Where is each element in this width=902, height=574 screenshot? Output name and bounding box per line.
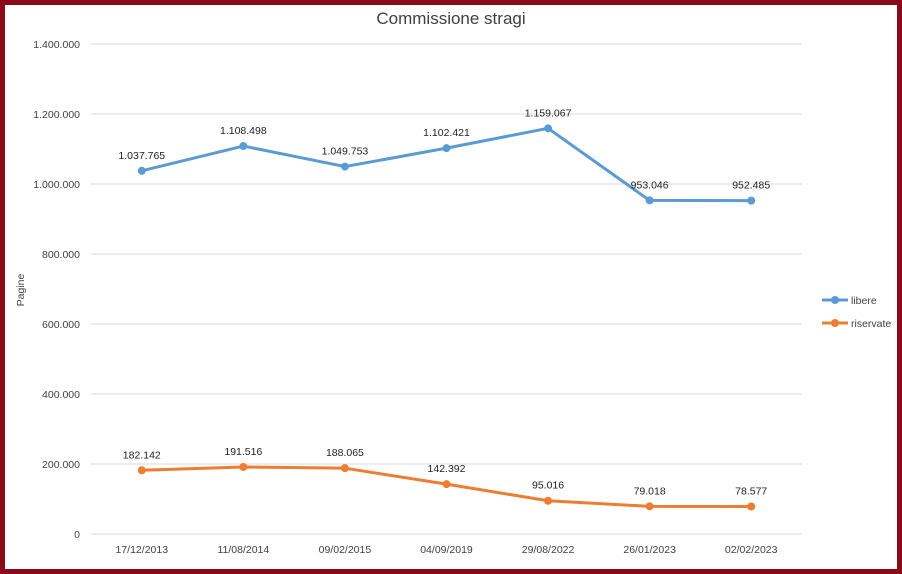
- data-point-riservate: [340, 464, 349, 473]
- data-point-riservate: [137, 466, 146, 475]
- x-tick-label: 02/02/2023: [725, 544, 778, 556]
- data-label-libere: 1.159.067: [525, 107, 572, 119]
- data-point-riservate: [239, 462, 248, 471]
- data-label-riservate: 79.018: [634, 485, 666, 497]
- x-tick-label: 29/08/2022: [522, 544, 575, 556]
- data-label-libere: 1.108.498: [220, 125, 267, 137]
- data-point-riservate: [442, 480, 451, 489]
- data-point-libere: [747, 196, 756, 205]
- x-tick-label: 09/02/2015: [319, 544, 372, 556]
- gridlines: [91, 43, 802, 535]
- data-label-libere: 1.049.753: [322, 146, 369, 158]
- data-label-riservate: 95.016: [532, 480, 564, 492]
- y-tick-label: 400.000: [42, 389, 80, 401]
- data-point-libere: [137, 166, 146, 175]
- legend-label-libere: libere: [851, 295, 877, 307]
- data-point-libere: [645, 196, 654, 205]
- data-label-riservate: 78.577: [735, 485, 767, 497]
- data-label-riservate: 182.142: [123, 449, 161, 461]
- y-tick-label: 800.000: [42, 249, 80, 261]
- data-label-riservate: 188.065: [326, 447, 364, 459]
- y-tick-label: 0: [74, 529, 80, 541]
- data-point-libere: [239, 142, 248, 151]
- data-label-libere: 952.485: [732, 180, 770, 192]
- data-label-libere: 953.046: [631, 179, 669, 191]
- legend: libere riservate: [822, 295, 891, 330]
- data-label-riservate: 142.392: [428, 463, 466, 475]
- chart-title: Commissione stragi: [376, 9, 525, 28]
- x-tick-label: 11/08/2014: [217, 544, 269, 556]
- y-tick-label: 200.000: [42, 459, 80, 471]
- y-tick-label: 600.000: [42, 319, 80, 331]
- x-tick-label: 04/09/2019: [420, 544, 473, 556]
- y-axis-ticks: 0 200.000 400.000 600.000 800.000 1.000.000 1.…: [33, 39, 80, 541]
- data-label-libere: 1.037.765: [118, 150, 165, 162]
- data-point-riservate: [747, 502, 756, 511]
- legend-marker-libere: [831, 296, 839, 304]
- y-tick-label: 1.000.000: [33, 179, 80, 191]
- data-point-libere: [340, 162, 349, 171]
- x-tick-label: 17/12/2013: [116, 544, 169, 556]
- y-axis-title: Pagine: [15, 273, 27, 306]
- data-label-libere: 1.102.421: [423, 127, 470, 139]
- legend-label-riservate: riservate: [851, 318, 891, 330]
- x-tick-label: 26/01/2023: [623, 544, 676, 556]
- y-tick-label: 1.200.000: [33, 109, 80, 121]
- data-point-libere: [442, 144, 451, 153]
- data-label-riservate: 191.516: [224, 446, 262, 458]
- legend-marker-riservate: [831, 319, 839, 327]
- data-point-riservate: [645, 502, 654, 511]
- x-axis-ticks: 17/12/2013 11/08/2014 09/02/2015 04/09/2019…: [116, 544, 778, 556]
- data-point-libere: [544, 124, 553, 133]
- y-tick-label: 1.400.000: [33, 39, 80, 51]
- data-point-riservate: [544, 496, 553, 505]
- series-group: 1.037.765 1.108.498 1.049.753 1.102.421 1.15…: [118, 107, 770, 511]
